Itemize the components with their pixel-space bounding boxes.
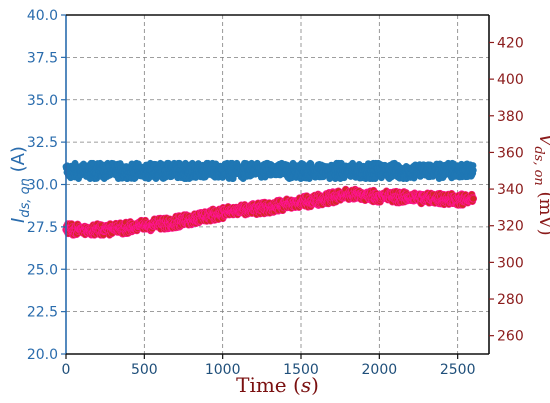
x-tick-label: 500 xyxy=(131,362,158,378)
y-right-tick-label: 280 xyxy=(497,292,524,308)
y-right-tick-label: 380 xyxy=(497,109,524,125)
series-vds-on xyxy=(62,185,478,239)
y-left-tick-label: 37.5 xyxy=(27,50,58,66)
data-point xyxy=(469,166,477,174)
y-right-tick-label: 340 xyxy=(497,182,524,198)
x-tick-label: 0 xyxy=(62,362,71,378)
y-left-tick-label: 20.0 xyxy=(27,347,58,363)
x-tick-label: 1000 xyxy=(205,362,241,378)
data-point xyxy=(469,195,478,203)
y-left-tick-label: 32.5 xyxy=(27,135,58,151)
y-right-tick-label: 360 xyxy=(497,145,524,161)
y-left-tick-label: 30.0 xyxy=(27,178,58,194)
x-axis-label: Time (s) xyxy=(236,373,319,397)
series-ids-on xyxy=(62,159,477,182)
x-tick-label: 2000 xyxy=(362,362,398,378)
y-left-tick-label: 22.5 xyxy=(27,305,58,321)
y-right-tick-label: 300 xyxy=(497,255,524,271)
y-left-tick-label: 27.5 xyxy=(27,220,58,236)
x-tick-label: 1500 xyxy=(283,362,319,378)
y-left-axis-label: Ids, on (A) xyxy=(8,146,33,223)
y-right-tick-label: 400 xyxy=(497,72,524,88)
x-tick-label: 2500 xyxy=(440,362,476,378)
data-point xyxy=(469,162,477,169)
y-right-axis-label: Vds, on (mV) xyxy=(531,133,550,235)
y-left-tick-label: 40.0 xyxy=(27,8,58,24)
y-right-tick-label: 260 xyxy=(497,329,524,345)
y-right-tick-label: 420 xyxy=(497,35,524,51)
y-right-tick-label: 320 xyxy=(497,219,524,235)
y-left-tick-label: 35.0 xyxy=(27,93,58,109)
y-left-tick-label: 25.0 xyxy=(27,262,58,278)
